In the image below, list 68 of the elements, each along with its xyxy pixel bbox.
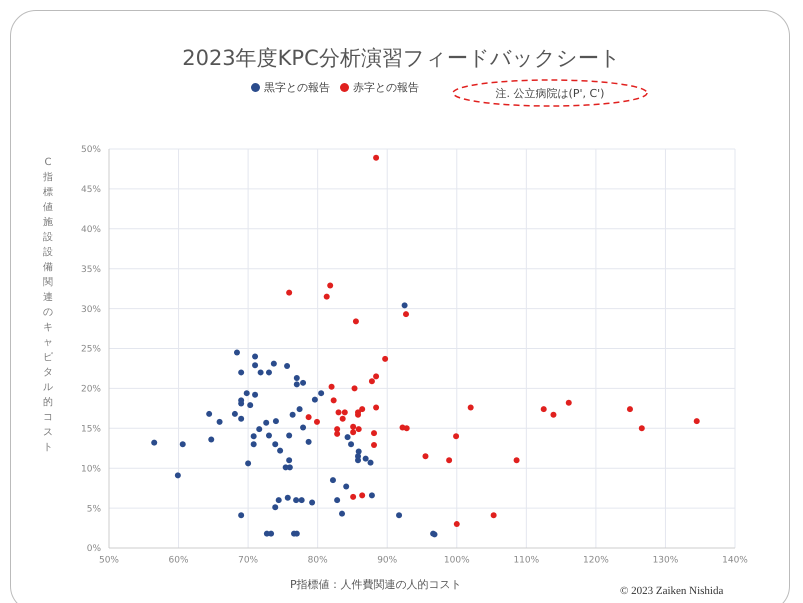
point bbox=[468, 404, 474, 411]
y-tick-label: 30% bbox=[80, 304, 102, 315]
y-tick-label: 50% bbox=[80, 145, 102, 156]
point bbox=[373, 404, 380, 411]
point bbox=[566, 400, 572, 406]
point bbox=[314, 418, 320, 425]
x-axis-title: P指標値：人件費関連の人的コスト bbox=[290, 577, 462, 592]
point bbox=[368, 378, 375, 384]
point bbox=[422, 453, 428, 460]
point bbox=[550, 412, 556, 418]
point bbox=[324, 294, 330, 300]
y-tick-label: 40% bbox=[80, 224, 102, 235]
point bbox=[454, 521, 460, 528]
text: 注. 公立病院は(P', C') bbox=[494, 86, 606, 101]
x-tick-label: 140% bbox=[722, 555, 748, 566]
legend-label: 赤字との報告 bbox=[353, 81, 419, 94]
y-tick-label: 10% bbox=[80, 464, 102, 474]
point bbox=[356, 426, 362, 432]
point bbox=[336, 409, 342, 416]
y-tick-label: 15% bbox=[80, 424, 102, 434]
point bbox=[350, 429, 356, 436]
point bbox=[350, 424, 356, 430]
point bbox=[306, 414, 312, 420]
text: © 2023 Zaiken Nishida bbox=[620, 585, 724, 597]
x-tick-label: 90% bbox=[377, 555, 398, 566]
y-tick-label: 45% bbox=[80, 185, 102, 196]
point bbox=[328, 384, 335, 390]
point bbox=[694, 418, 700, 424]
x-tick-label: 60% bbox=[168, 555, 189, 566]
point bbox=[382, 356, 388, 362]
point bbox=[403, 311, 409, 318]
point bbox=[371, 430, 378, 436]
point bbox=[638, 425, 645, 432]
point bbox=[371, 442, 378, 448]
point bbox=[340, 416, 346, 422]
y-tick-label: 5% bbox=[86, 504, 102, 514]
point bbox=[514, 457, 520, 464]
point bbox=[359, 406, 366, 412]
legend-label: 黒字との報告 bbox=[264, 81, 330, 94]
point bbox=[446, 457, 452, 464]
y-tick-label: 35% bbox=[80, 264, 102, 275]
point bbox=[404, 425, 410, 432]
y-tick-label: 0% bbox=[86, 544, 102, 554]
point bbox=[359, 492, 366, 498]
x-tick-label: 120% bbox=[583, 555, 610, 566]
point bbox=[490, 512, 497, 518]
x-tick-label: 50% bbox=[98, 555, 120, 566]
y-tick-label: 20% bbox=[80, 384, 102, 395]
point bbox=[327, 282, 334, 288]
point bbox=[286, 290, 292, 296]
point bbox=[330, 397, 337, 404]
point bbox=[342, 409, 348, 416]
point bbox=[352, 385, 358, 392]
chart-title: 2023年度KPC分析演習フィードバックシート bbox=[181, 45, 622, 72]
text: C指標値施設設備関連のキャピタル的コスト bbox=[43, 157, 53, 453]
x-tick-label: 80% bbox=[308, 555, 328, 566]
point bbox=[453, 433, 460, 440]
point bbox=[350, 494, 356, 500]
x-tick-label: 130% bbox=[652, 555, 679, 566]
point bbox=[626, 406, 633, 412]
point bbox=[540, 406, 547, 412]
point bbox=[352, 318, 359, 324]
point bbox=[373, 373, 380, 380]
point bbox=[373, 154, 380, 161]
x-tick-label: 100% bbox=[444, 555, 470, 566]
x-tick-label: 110% bbox=[513, 555, 540, 566]
x-tick-label: 70% bbox=[238, 555, 259, 566]
y-tick-label: 25% bbox=[80, 344, 102, 355]
